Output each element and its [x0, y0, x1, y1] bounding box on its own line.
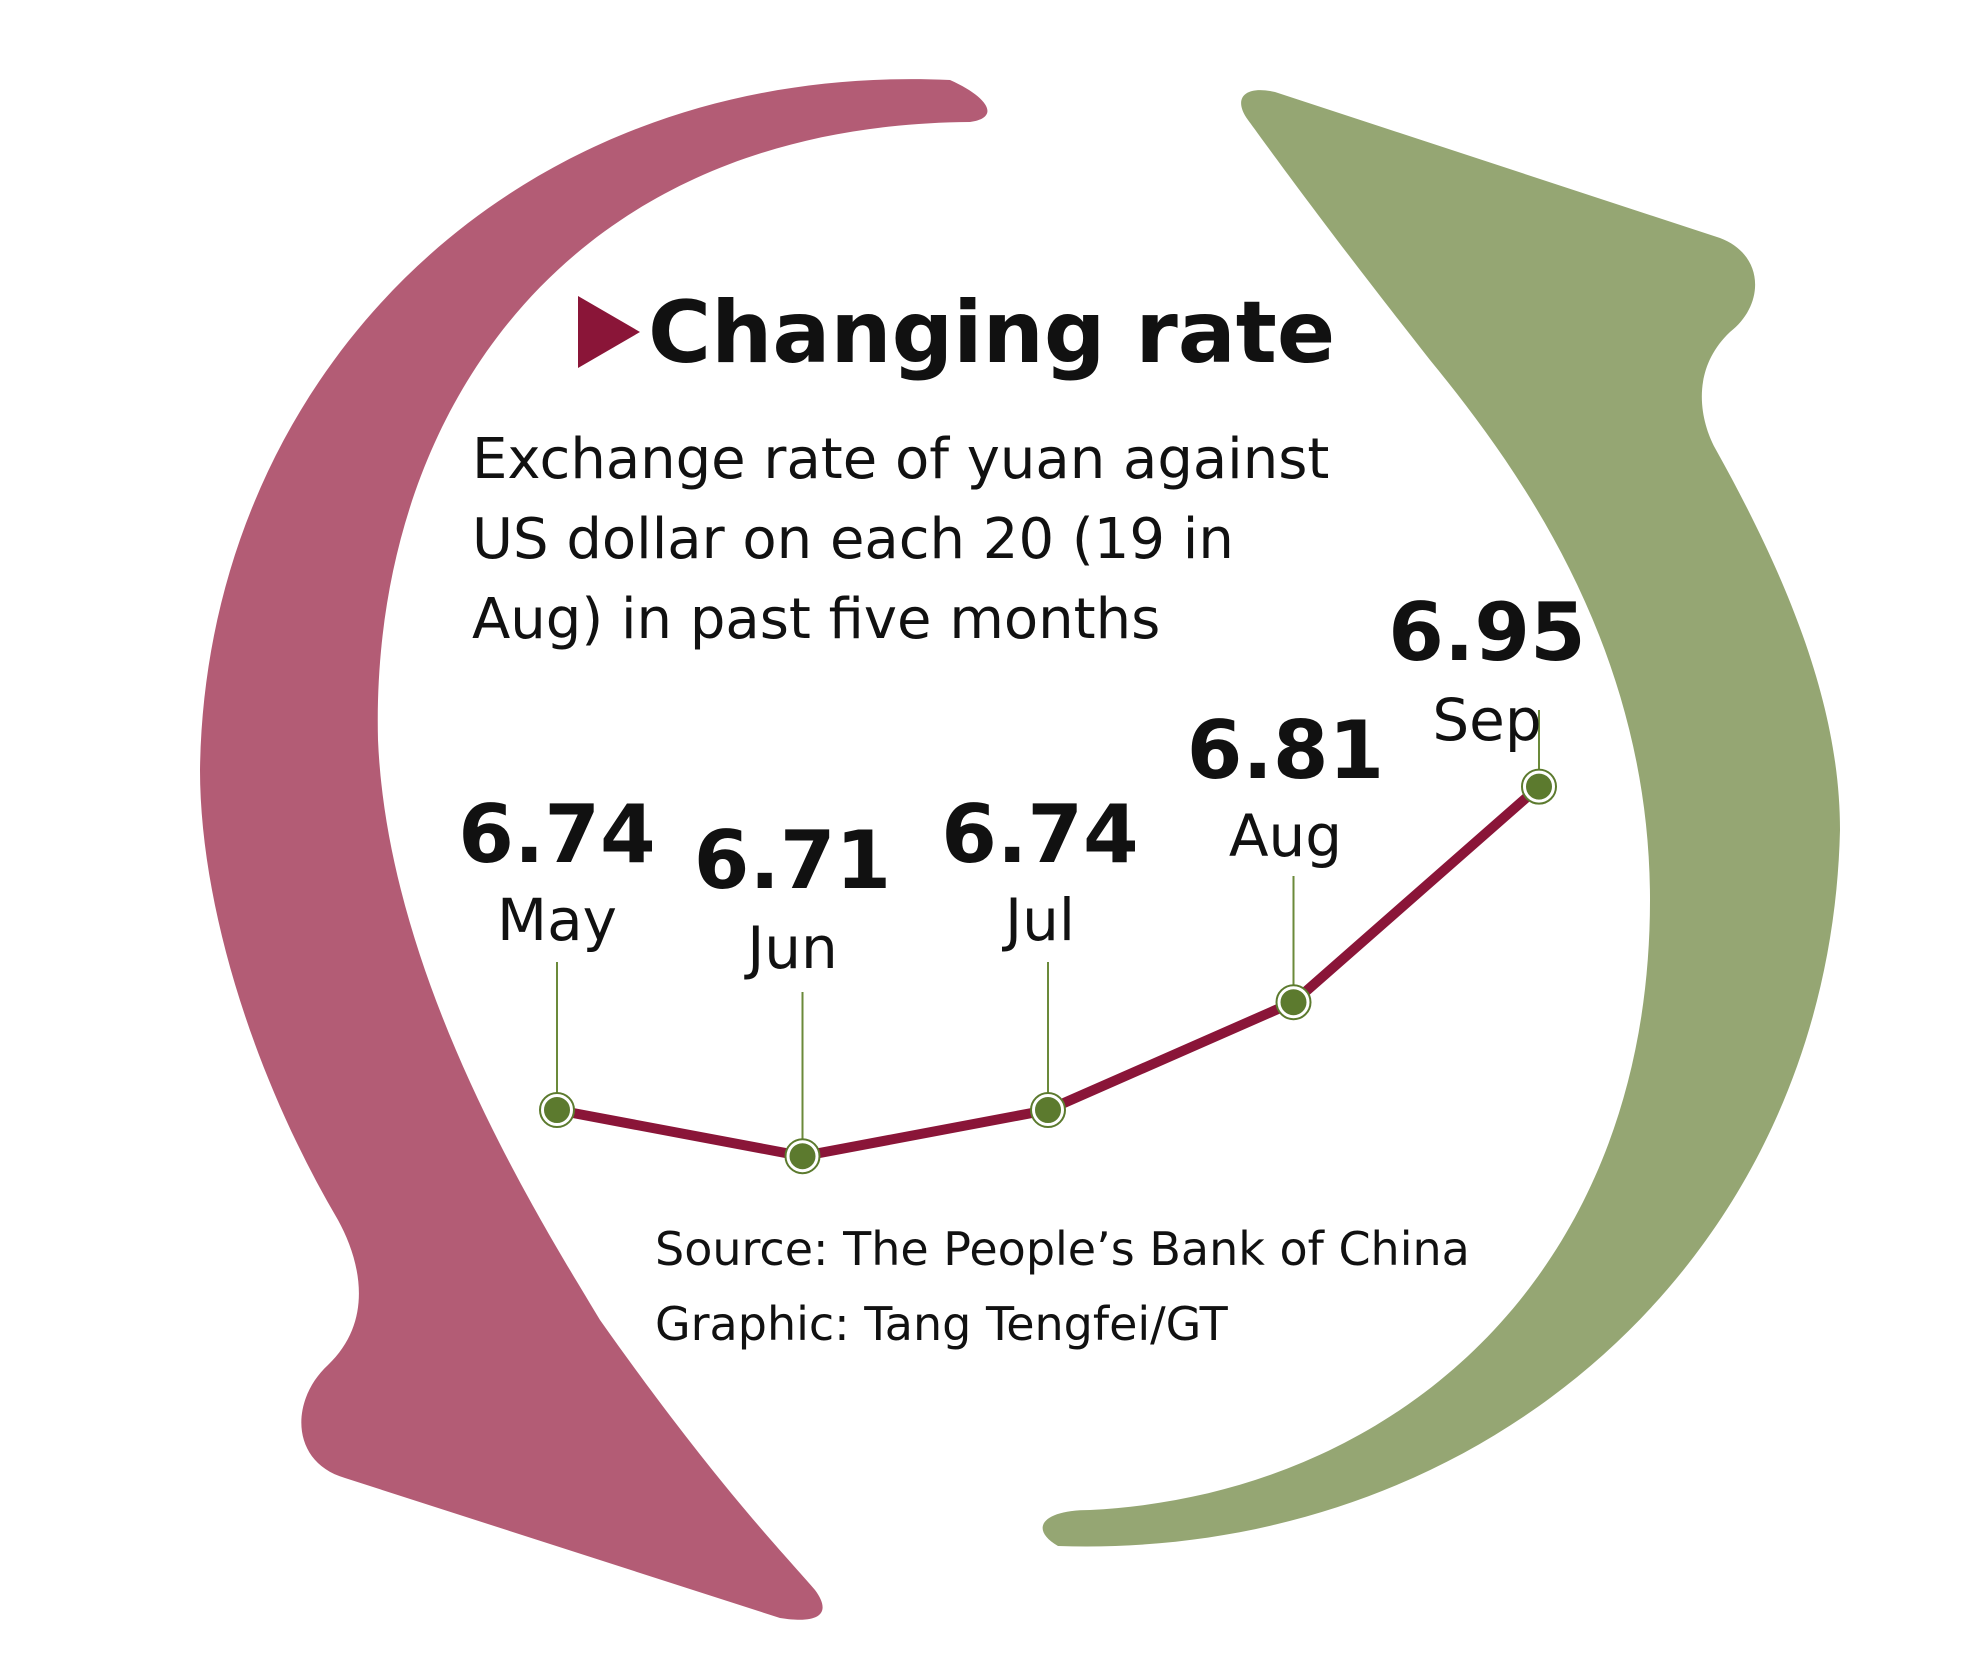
category-label-sep: Sep — [1432, 686, 1541, 754]
chart-title: Changing rate — [648, 283, 1335, 383]
value-label-jul: 6.74 — [941, 788, 1138, 881]
chart-subtitle-line-2: US dollar on each 20 (19 in — [472, 507, 1234, 572]
category-label-aug: Aug — [1229, 802, 1342, 870]
data-point-ring-jun — [784, 1138, 821, 1175]
category-label-jul: Jul — [1002, 886, 1075, 954]
data-point-aug — [1276, 985, 1311, 1020]
source-note: Source: The People’s Bank of China — [655, 1222, 1470, 1276]
chart-subtitle-line-3: Aug) in past five months — [472, 587, 1160, 652]
data-point-ring-may — [539, 1092, 575, 1128]
left-curved-arrow — [200, 79, 988, 1620]
category-label-may: May — [497, 886, 617, 954]
data-point-ring-sep — [1521, 768, 1557, 805]
value-label-aug: 6.81 — [1187, 704, 1384, 797]
data-point-jul — [1031, 1093, 1065, 1127]
category-label-jun: Jun — [744, 914, 838, 982]
leader-lines — [556, 710, 1540, 1143]
data-point-may — [540, 1093, 574, 1127]
chart-subtitle-line-1: Exchange rate of yuan against — [472, 427, 1329, 492]
data-point-jun — [785, 1139, 820, 1174]
data-point-sep — [1522, 769, 1556, 804]
data-point-ring-jul — [1030, 1092, 1066, 1128]
data-point-ring-aug — [1275, 984, 1312, 1021]
value-label-may: 6.74 — [458, 788, 655, 881]
value-label-sep: 6.95 — [1388, 586, 1585, 679]
value-label-jun: 6.71 — [694, 814, 891, 907]
right-curved-arrow — [1042, 90, 1840, 1547]
data-markers — [539, 768, 1557, 1175]
title-triangle-icon — [578, 296, 640, 368]
graphic-credit: Graphic: Tang Tengfei/GT — [655, 1297, 1229, 1351]
